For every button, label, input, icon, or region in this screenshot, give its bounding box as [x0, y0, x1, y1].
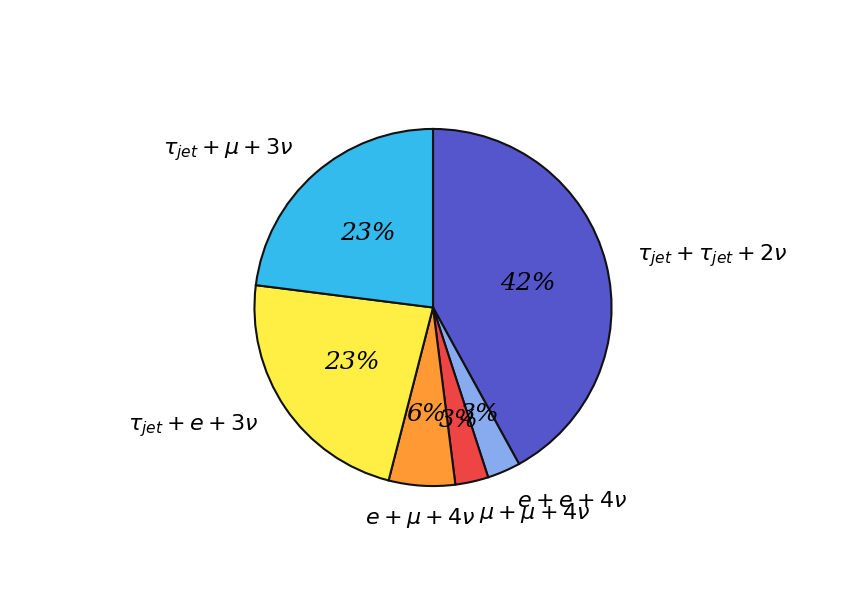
Wedge shape — [433, 308, 519, 477]
Wedge shape — [255, 285, 433, 480]
Text: $\tau_{jet} + \tau_{jet} + 2\nu$: $\tau_{jet} + \tau_{jet} + 2\nu$ — [637, 242, 788, 269]
Text: 42%: 42% — [501, 272, 556, 295]
Text: 6%: 6% — [406, 403, 446, 426]
Wedge shape — [389, 308, 456, 486]
Text: 3%: 3% — [459, 402, 499, 426]
Text: 23%: 23% — [324, 351, 379, 374]
Text: 3%: 3% — [438, 409, 478, 432]
Wedge shape — [433, 308, 488, 485]
Wedge shape — [255, 129, 433, 308]
Text: $e + e + 4\nu$: $e + e + 4\nu$ — [517, 490, 627, 512]
Text: $e + \mu + 4\nu$: $e + \mu + 4\nu$ — [365, 506, 475, 530]
Text: $\tau_{jet} + \mu + 3\nu$: $\tau_{jet} + \mu + 3\nu$ — [163, 136, 294, 163]
Text: $\mu + \mu + 4\nu$: $\mu + \mu + 4\nu$ — [479, 501, 591, 525]
Wedge shape — [433, 129, 611, 464]
Text: $\tau_{jet} + e + 3\nu$: $\tau_{jet} + e + 3\nu$ — [128, 413, 259, 439]
Text: 23%: 23% — [340, 223, 396, 245]
